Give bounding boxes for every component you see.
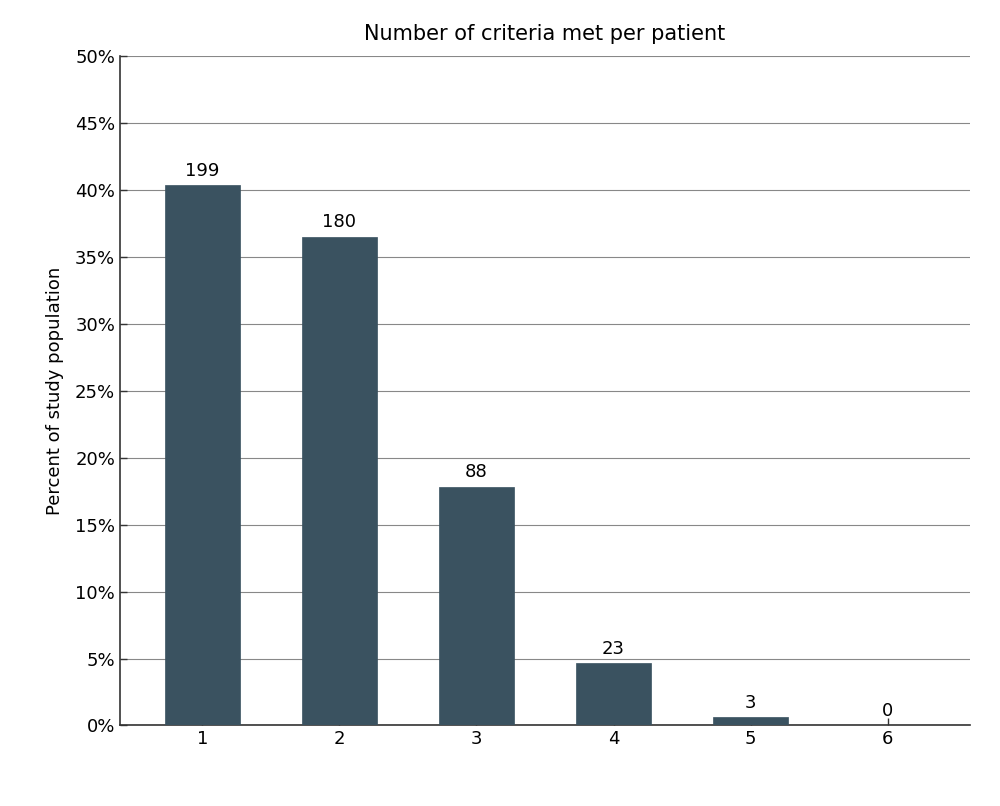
Text: 0: 0 — [882, 702, 893, 720]
Text: 3: 3 — [745, 694, 756, 712]
Title: Number of criteria met per patient: Number of criteria met per patient — [364, 23, 726, 44]
Text: 23: 23 — [602, 640, 625, 658]
Bar — [713, 717, 788, 725]
Bar — [576, 663, 651, 725]
Bar — [439, 487, 514, 725]
Text: 88: 88 — [465, 463, 488, 481]
Text: 180: 180 — [322, 214, 356, 231]
Bar — [302, 237, 377, 725]
Bar — [165, 185, 240, 725]
Y-axis label: Percent of study population: Percent of study population — [46, 267, 64, 515]
Text: 199: 199 — [185, 162, 219, 180]
